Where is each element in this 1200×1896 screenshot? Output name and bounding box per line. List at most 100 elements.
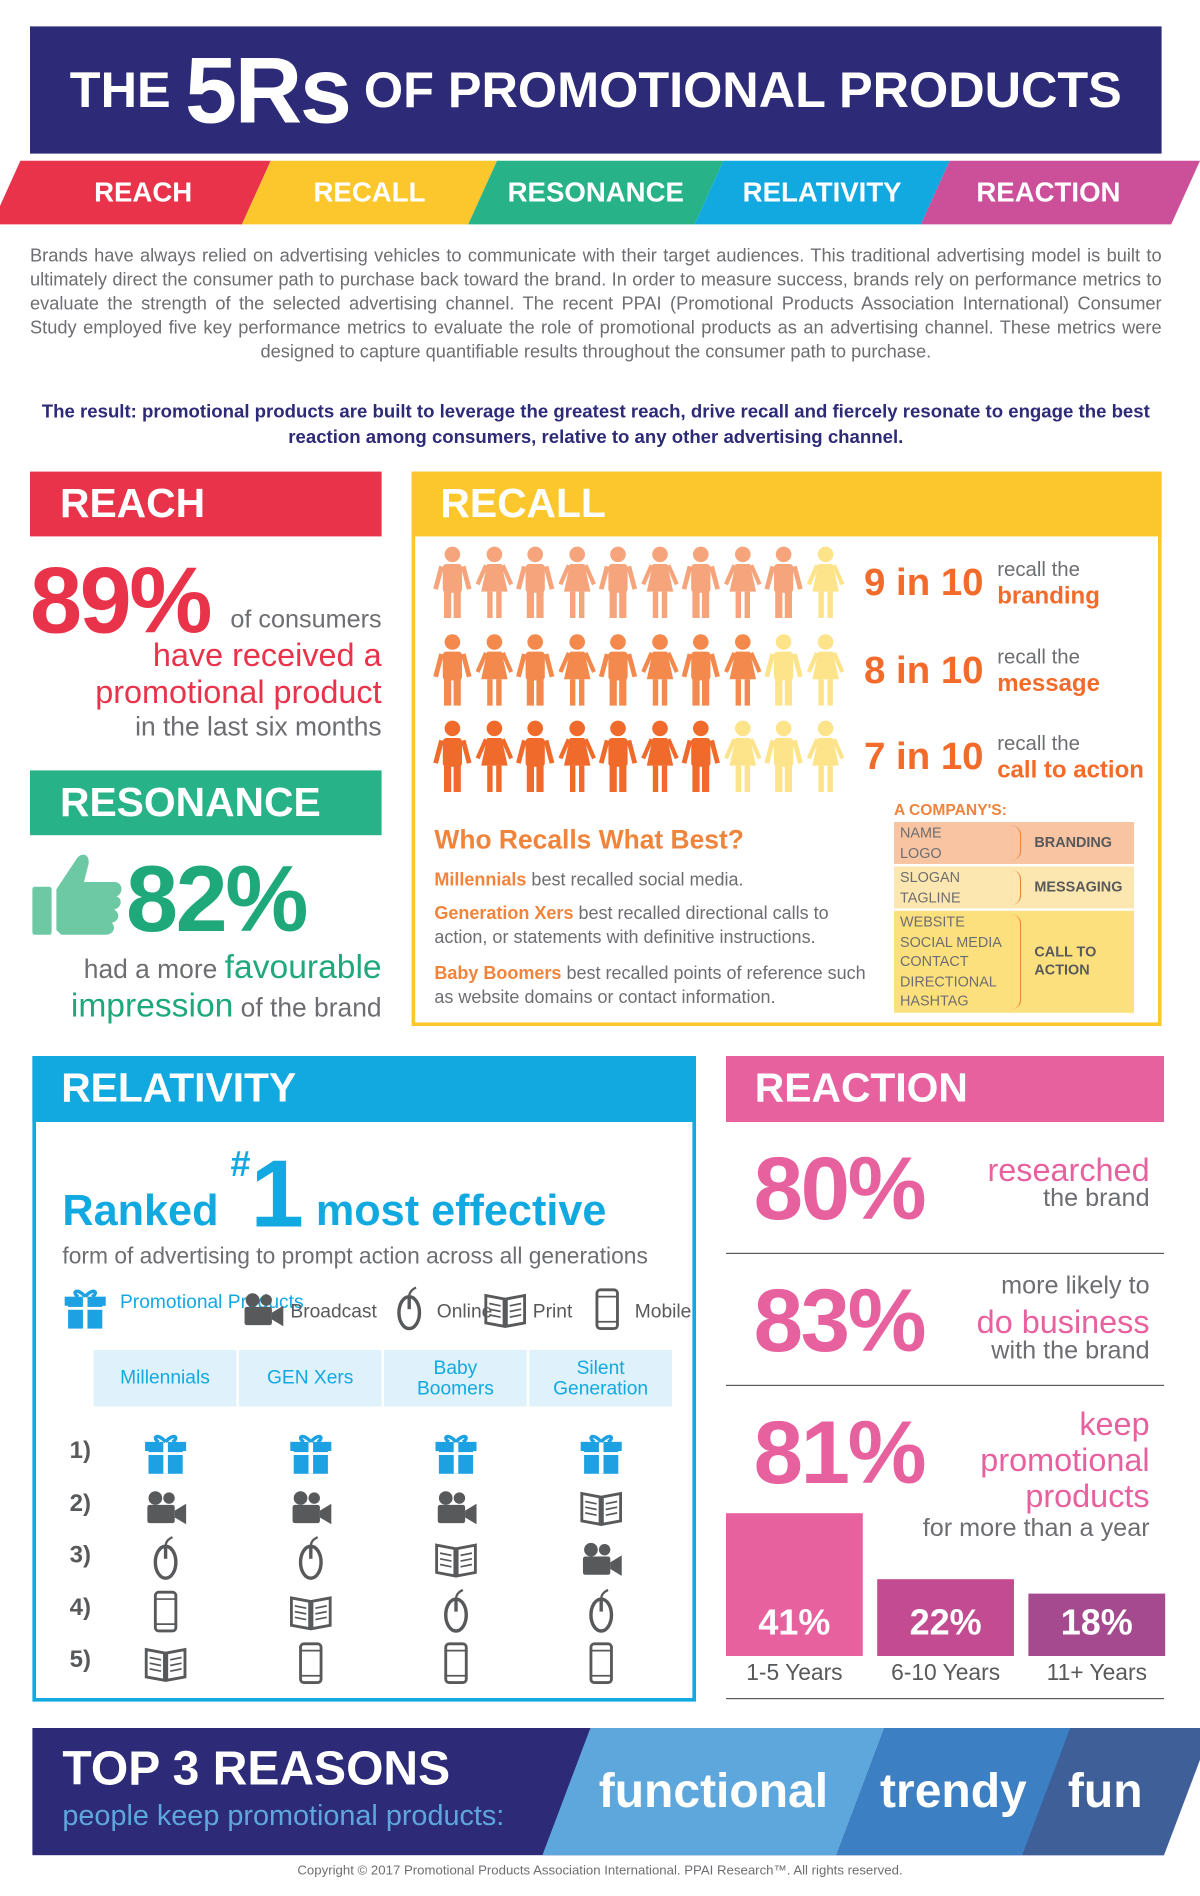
icon-shape xyxy=(693,720,709,737)
icon-shape xyxy=(568,546,585,563)
icon-shape xyxy=(569,678,575,705)
icon-shape xyxy=(174,1503,186,1524)
icon-shape xyxy=(527,720,543,737)
icon-shape xyxy=(526,764,534,793)
icon-shape xyxy=(702,590,710,618)
icon-shape xyxy=(453,764,461,793)
icon-gift xyxy=(434,1434,476,1474)
reach-line: in the last six months xyxy=(135,711,382,742)
icon-shape xyxy=(433,652,472,677)
rank-label: 3) xyxy=(69,1542,91,1569)
icon-shape xyxy=(826,678,833,705)
reaction-line: products xyxy=(1025,1478,1150,1515)
company-item: SLOGAN xyxy=(900,868,961,886)
year-bar xyxy=(1028,1593,1166,1656)
relativity-sub: form of advertising to prompt action acr… xyxy=(62,1244,648,1270)
icon-shape xyxy=(557,738,596,760)
icon-shape xyxy=(486,720,502,737)
icon-mouse xyxy=(443,1588,468,1633)
icon-shape xyxy=(826,765,833,793)
company-label: MESSAGING xyxy=(1034,878,1123,896)
column-header: Silent Generation xyxy=(529,1350,672,1407)
icon-shape xyxy=(444,590,452,618)
icon-shape xyxy=(475,738,513,760)
icon-shape xyxy=(563,564,590,592)
who-paragraph: Baby Boomers best recalled points of ref… xyxy=(434,962,876,1010)
icon-cam xyxy=(146,1490,186,1524)
icon-shape xyxy=(817,678,824,705)
icon-shape xyxy=(578,591,584,618)
icon-shape xyxy=(148,1656,182,1673)
icon-shape xyxy=(609,764,617,793)
icon-shape xyxy=(681,652,720,677)
icon-shape xyxy=(811,738,839,766)
text: had a more xyxy=(83,954,218,985)
icon-shape xyxy=(775,720,792,737)
icon-shape xyxy=(163,1536,173,1547)
company-bracket xyxy=(1012,914,1022,1009)
company-bracket xyxy=(1012,825,1022,861)
reaction-header: REACTION xyxy=(726,1056,1164,1122)
icon-shape xyxy=(144,1452,186,1455)
tab xyxy=(694,160,950,225)
icon-shape xyxy=(811,564,839,592)
icon-shape xyxy=(599,1588,608,1599)
icon-shape xyxy=(598,739,638,764)
ranked-line: Ranked #1 most effective xyxy=(62,1140,686,1242)
title-banner: THE 5Rs OF PROMOTIONAL PRODUCTS xyxy=(30,26,1162,154)
year-value-label: 18% xyxy=(1060,1603,1133,1643)
icon-shape xyxy=(568,633,585,650)
tab xyxy=(0,160,271,225)
copyright: Copyright © 2017 Promotional Products As… xyxy=(297,1863,903,1879)
icon-shape xyxy=(271,1305,284,1327)
text: of the brand xyxy=(240,992,382,1023)
icon-shape xyxy=(557,564,596,586)
icon-shape xyxy=(434,1543,477,1578)
person-figure xyxy=(806,546,844,618)
icon-shape xyxy=(579,1491,622,1526)
year-bar xyxy=(877,1579,1015,1656)
icon-shape xyxy=(652,678,658,705)
icon-shape xyxy=(525,651,545,680)
icon-shape xyxy=(569,591,575,618)
tab-label: RECALL xyxy=(313,176,426,208)
icon-phone xyxy=(153,1590,177,1632)
icon-shape xyxy=(640,651,679,673)
icon-shape xyxy=(608,564,628,593)
rank-label: 4) xyxy=(69,1594,91,1621)
icon-shape xyxy=(764,652,803,677)
icon-shape xyxy=(735,765,741,793)
recall-ratio: 7 in 10 xyxy=(864,734,984,778)
column-header: GEN Xers xyxy=(238,1350,382,1407)
icon-shape xyxy=(569,765,575,793)
icon-shape xyxy=(298,1434,322,1444)
icon-shape xyxy=(442,738,463,767)
icon-shape xyxy=(162,1491,175,1504)
recall-emphasis: call to action xyxy=(997,757,1144,784)
reaction-stat: 81% xyxy=(753,1402,927,1503)
icon-shape xyxy=(526,590,534,618)
icon-gift xyxy=(580,1434,622,1474)
icon-shape xyxy=(817,591,824,618)
icon-shape xyxy=(774,651,794,680)
icon-shape xyxy=(646,738,673,766)
reaction-stat: 80% xyxy=(753,1138,927,1239)
icon-shape xyxy=(82,1296,88,1329)
icon-shape xyxy=(438,1490,452,1505)
icon-shape xyxy=(453,677,461,705)
recall-emphasis: message xyxy=(997,670,1100,697)
icon-shape xyxy=(734,720,750,737)
icon-shape xyxy=(568,720,585,737)
reaction-line: more likely to xyxy=(1001,1272,1150,1300)
ranked-text: Ranked xyxy=(62,1185,219,1235)
ranked-hash: # xyxy=(230,1144,251,1185)
person-figure xyxy=(723,720,761,793)
company-item: CONTACT xyxy=(900,952,969,970)
reach-header: REACH xyxy=(30,471,382,537)
icon-shape xyxy=(486,678,493,705)
icon-shape xyxy=(408,1286,417,1297)
icon-shape xyxy=(764,565,803,590)
icon-shape xyxy=(319,1503,331,1524)
icon-shape xyxy=(775,590,783,618)
icon-shape xyxy=(702,764,710,793)
